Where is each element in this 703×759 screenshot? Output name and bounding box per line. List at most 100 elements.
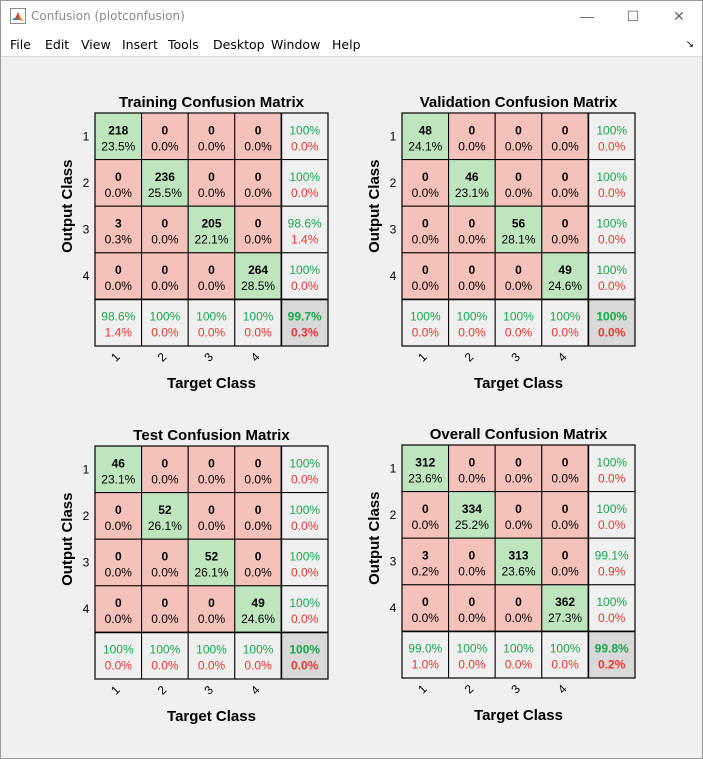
- matrix-cell: 0 0.0%: [234, 205, 282, 254]
- dock-arrow-icon[interactable]: ↘: [685, 39, 694, 50]
- matrix-title: Training Confusion Matrix: [119, 94, 305, 111]
- cell-percent-text: 0.9%: [598, 565, 626, 579]
- cell-count-text: 99.0%: [408, 642, 442, 656]
- cell-count-text: 100%: [289, 643, 320, 657]
- cell-background: [448, 298, 496, 347]
- cell-count-text: 100%: [289, 456, 320, 470]
- cell-background: [494, 584, 543, 632]
- cell-count-text: 0: [562, 217, 569, 231]
- menu-file[interactable]: File: [10, 37, 31, 52]
- window-title: Confusion (plotconfusion): [31, 9, 185, 23]
- matrix-cell: 0 0.0%: [141, 112, 189, 161]
- menu-edit[interactable]: Edit: [45, 37, 70, 52]
- menu-view[interactable]: View: [81, 37, 111, 52]
- confusion-matrix-1: Training Confusion Matrix21823.5%00.0%00…: [59, 94, 329, 392]
- cell-percent-text: 0.0%: [598, 186, 626, 200]
- row-summary-cell: 100% 0.0%: [587, 112, 636, 161]
- cell-percent-text: 0.0%: [505, 471, 533, 485]
- cell-count-text: 0: [208, 170, 215, 184]
- cell-percent-text: 28.1%: [501, 233, 535, 247]
- row-summary-cell: 99.1% 0.9%: [587, 537, 636, 586]
- matrix-cell: 0 0.0%: [141, 585, 189, 633]
- cell-percent-text: 24.6%: [548, 279, 582, 293]
- matrix-cell: 0 0.0%: [448, 252, 496, 300]
- cell-count-text: 100%: [596, 595, 627, 609]
- matrix-cell: 0 0.0%: [94, 585, 143, 633]
- cell-percent-text: 0.0%: [458, 233, 486, 247]
- menu-window[interactable]: Window: [271, 37, 321, 52]
- cell-percent-text: 0.0%: [505, 279, 533, 293]
- cell-count-text: 100%: [596, 455, 627, 469]
- matrix-cell: 0 0.0%: [141, 252, 189, 300]
- close-button[interactable]: ✕: [656, 1, 702, 31]
- cell-count-text: 0: [515, 595, 522, 609]
- minimize-button[interactable]: —: [564, 1, 610, 31]
- confusion-matrix-3: Test Confusion Matrix4623.1%00.0%00.0%00…: [59, 427, 329, 725]
- row-tick-label: 2: [83, 176, 90, 190]
- cell-count-text: 100%: [596, 217, 627, 231]
- row-summary-cell: 100% 0.0%: [587, 205, 636, 254]
- figure-canvas: Training Confusion Matrix 218 23.5% 0 0.0% 0 0…: [2, 58, 701, 753]
- cell-count-text: 100%: [596, 170, 627, 184]
- matrix-cell: 313 23.6%: [494, 537, 543, 586]
- row-summary-cell: 100% 0.0%: [280, 585, 329, 633]
- matrix-cell: 0 0.0%: [141, 205, 189, 254]
- column-tick-label: 2: [155, 350, 170, 365]
- matrix-cell: 3 0.2%: [401, 537, 450, 586]
- menu-help[interactable]: Help: [332, 37, 361, 52]
- cell-percent-text: 0.0%: [458, 471, 486, 485]
- matrix-cell: 205 22.1%: [187, 205, 236, 254]
- matrix-cell: 0 0.0%: [494, 112, 543, 161]
- cell-count-text: 100%: [150, 643, 181, 657]
- column-tick-label: 2: [462, 350, 477, 365]
- cell-count-text: 100%: [550, 642, 581, 656]
- title-bar[interactable]: Confusion (plotconfusion) — ☐ ✕: [1, 1, 702, 31]
- cell-percent-text: 0.0%: [244, 186, 272, 200]
- cell-count-text: 52: [158, 503, 172, 517]
- cell-percent-text: 1.4%: [105, 326, 133, 340]
- cell-background: [187, 445, 236, 494]
- cell-percent-text: 27.3%: [548, 611, 582, 625]
- cell-count-text: 0: [469, 455, 476, 469]
- row-summary-cell: 100% 0.0%: [280, 445, 329, 494]
- row-tick-label: 1: [83, 129, 90, 143]
- menu-tools[interactable]: Tools: [168, 37, 199, 52]
- cell-background: [494, 252, 543, 300]
- column-summary-cell: 100% 0.0%: [234, 631, 282, 680]
- cell-background: [448, 159, 496, 207]
- cell-count-text: 0: [422, 502, 429, 516]
- matrix-cell: 0 0.0%: [494, 444, 543, 493]
- matrix-cell: 0 0.0%: [401, 159, 450, 207]
- column-tick-label: 3: [508, 350, 523, 365]
- cell-percent-text: 26.1%: [148, 519, 182, 533]
- cell-count-text: 99.8%: [595, 642, 629, 656]
- cell-background: [141, 631, 189, 680]
- cell-count-text: 0: [255, 503, 262, 517]
- cell-count-text: 0: [162, 456, 169, 470]
- row-tick-label: 4: [390, 601, 397, 615]
- cell-count-text: 0: [562, 455, 569, 469]
- cell-count-text: 0: [562, 502, 569, 516]
- matrix-title: Test Confusion Matrix: [133, 427, 290, 444]
- cell-background: [234, 538, 282, 587]
- matrix-title: Validation Confusion Matrix: [420, 94, 618, 111]
- cell-count-text: 100%: [150, 310, 181, 324]
- column-tick-label: 3: [508, 682, 523, 697]
- cell-percent-text: 0.0%: [598, 471, 626, 485]
- menu-desktop[interactable]: Desktop: [213, 37, 265, 52]
- cell-count-text: 46: [112, 456, 126, 470]
- cell-count-text: 0: [162, 263, 169, 277]
- maximize-button[interactable]: ☐: [610, 1, 656, 31]
- matrix-cell: 56 28.1%: [494, 205, 543, 254]
- cell-percent-text: 0.0%: [105, 612, 133, 626]
- cell-count-text: 0: [208, 123, 215, 137]
- menu-insert[interactable]: Insert: [122, 37, 158, 52]
- close-icon: ✕: [673, 7, 685, 24]
- x-axis-label: Target Class: [167, 375, 256, 392]
- matrix-title: Overall Confusion Matrix: [430, 426, 608, 443]
- cell-background: [401, 491, 450, 539]
- column-tick-label: 3: [201, 683, 216, 698]
- cell-count-text: 100%: [596, 263, 627, 277]
- cell-count-text: 100%: [289, 123, 320, 137]
- column-tick-label: 1: [108, 350, 123, 365]
